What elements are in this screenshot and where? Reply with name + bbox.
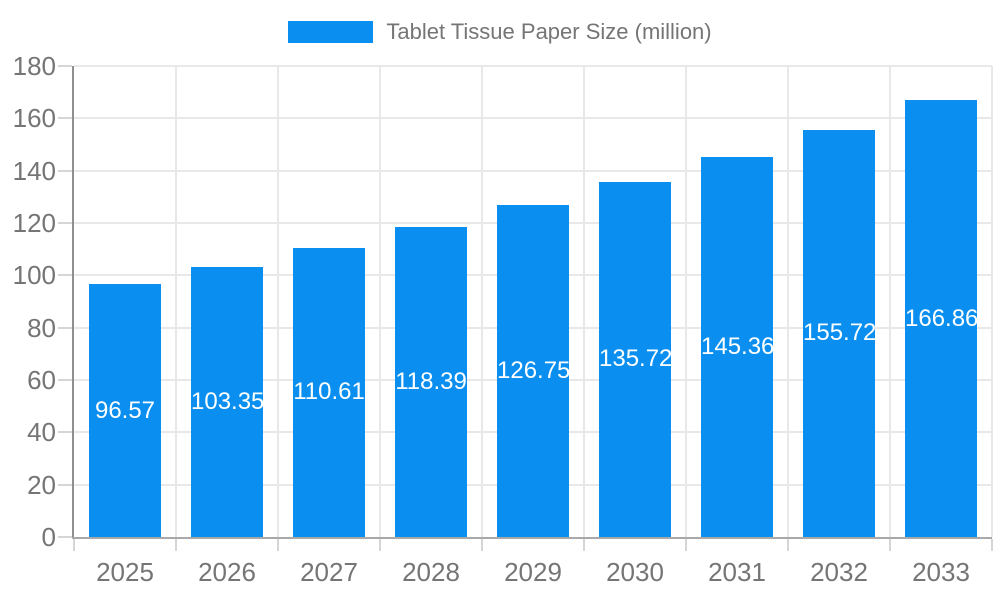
- y-axis-label: 60: [27, 365, 56, 395]
- x-gridline: [685, 66, 687, 537]
- x-axis-tick: [379, 539, 381, 551]
- x-axis-label: 2029: [504, 557, 562, 587]
- y-axis-tick: [58, 222, 72, 224]
- bar[interactable]: 145.36: [701, 156, 775, 537]
- y-axis-label: 100: [12, 260, 56, 291]
- x-gridline: [379, 66, 381, 537]
- y-axis-label: 0: [41, 522, 56, 552]
- x-axis-tick: [73, 539, 75, 551]
- x-axis-label: 2032: [810, 557, 868, 587]
- y-axis-tick: [58, 431, 72, 434]
- x-axis-label: 2030: [606, 557, 664, 587]
- bar-value-label: 126.75: [497, 357, 571, 385]
- x-axis-tick: [685, 539, 687, 551]
- bar-value-label: 103.35: [191, 387, 265, 415]
- x-axis-line: [72, 537, 992, 539]
- x-axis-tick: [481, 539, 483, 551]
- y-axis-label: 140: [12, 155, 56, 186]
- y-gridline: [74, 169, 992, 172]
- x-axis-label: 2025: [96, 557, 154, 587]
- y-axis-tick: [58, 536, 72, 538]
- chart-legend: Tablet Tissue Paper Size (million): [0, 19, 1000, 45]
- y-axis-tick: [58, 483, 72, 486]
- y-axis-tick: [58, 65, 72, 67]
- x-gridline: [583, 66, 585, 537]
- x-gridline: [175, 66, 177, 537]
- bar-value-label: 166.86: [905, 304, 979, 332]
- y-axis-tick: [58, 274, 72, 277]
- x-axis-label: 2033: [912, 557, 970, 587]
- bar-value-label: 135.72: [599, 345, 673, 373]
- x-gridline: [991, 66, 993, 537]
- bar[interactable]: 126.75: [497, 205, 571, 537]
- x-axis-tick: [889, 539, 891, 551]
- y-gridline: [74, 65, 992, 67]
- y-gridline: [74, 117, 992, 120]
- x-axis-tick: [175, 539, 177, 551]
- x-gridline: [787, 66, 789, 537]
- x-axis-label: 2026: [198, 557, 256, 587]
- legend-item[interactable]: Tablet Tissue Paper Size (million): [288, 19, 712, 45]
- legend-color-swatch: [288, 21, 374, 43]
- bar[interactable]: 118.39: [395, 227, 467, 537]
- y-axis-label: 120: [12, 208, 56, 238]
- bar[interactable]: 103.35: [191, 266, 265, 537]
- y-axis-label: 80: [27, 312, 56, 343]
- legend-series-label: Tablet Tissue Paper Size (million): [386, 19, 712, 44]
- x-axis-label: 2028: [402, 557, 460, 587]
- bar-value-label: 145.36: [701, 332, 775, 360]
- bar[interactable]: 110.61: [293, 247, 365, 537]
- y-axis-label: 180: [12, 51, 56, 81]
- bar-value-label: 118.39: [395, 368, 467, 396]
- y-axis-tick: [58, 117, 72, 120]
- x-axis-label: 2031: [708, 557, 766, 587]
- bar-value-label: 110.61: [293, 378, 365, 406]
- bar-value-label: 96.57: [94, 396, 156, 424]
- bar[interactable]: 166.86: [905, 100, 979, 537]
- x-gridline: [889, 66, 891, 537]
- y-axis-tick: [58, 379, 72, 381]
- x-gridline: [481, 66, 483, 537]
- y-axis-tick: [58, 169, 72, 172]
- y-axis-label: 160: [12, 103, 56, 134]
- bar[interactable]: 135.72: [599, 181, 673, 537]
- plot-area: 0 20 40 60 80 100 120 140 160 180 96.57 2025 103.35 2…: [13, 51, 993, 587]
- y-axis-tick: [58, 326, 72, 329]
- bar[interactable]: 155.72: [803, 129, 877, 537]
- x-axis-tick: [787, 539, 789, 551]
- y-axis-line: [72, 66, 74, 539]
- y-axis-label: 40: [27, 417, 56, 448]
- x-axis-label: 2027: [300, 557, 358, 587]
- x-axis-tick: [583, 539, 585, 551]
- bar-value-label: 155.72: [803, 319, 877, 347]
- x-gridline: [277, 66, 279, 537]
- x-axis-tick: [991, 539, 993, 551]
- x-axis-tick: [277, 539, 279, 551]
- bar[interactable]: 96.57: [89, 284, 161, 537]
- y-axis-label: 20: [27, 469, 56, 500]
